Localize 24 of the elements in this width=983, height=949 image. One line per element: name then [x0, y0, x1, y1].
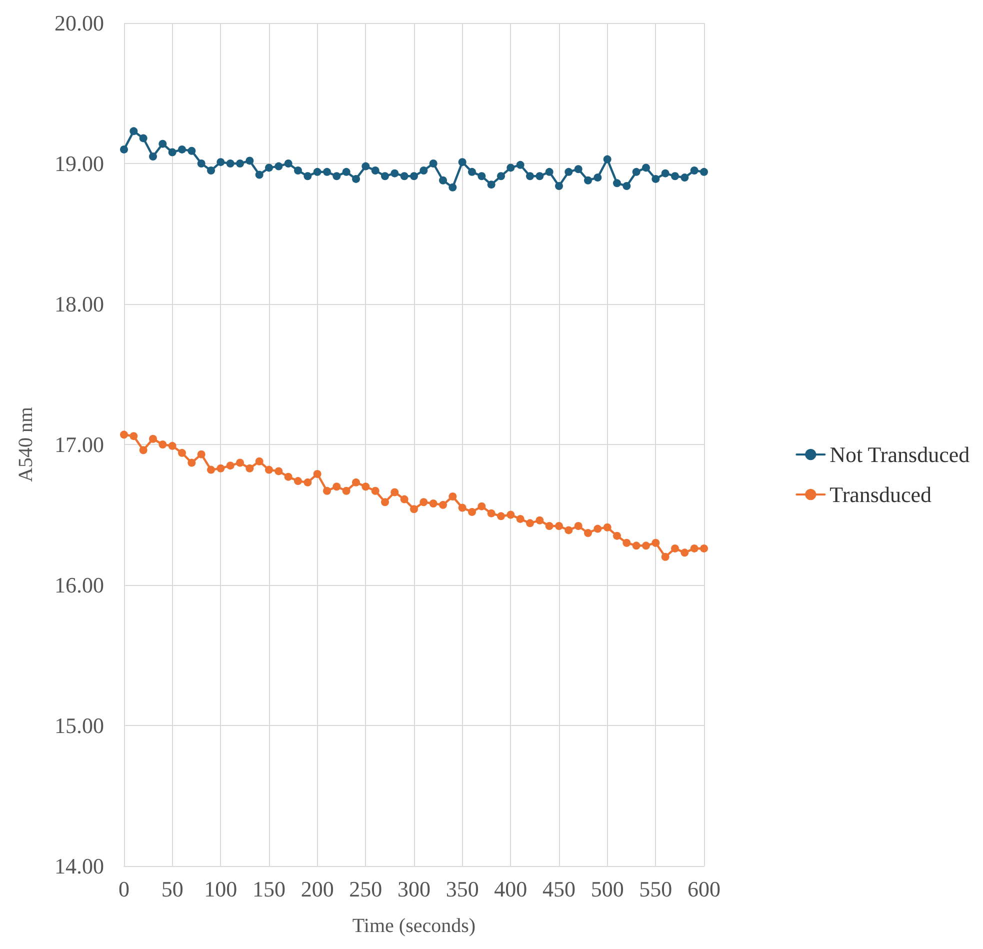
y-tick-label: 17.00	[54, 432, 104, 457]
legend-label: Not Transduced	[830, 442, 970, 467]
y-tick-label: 15.00	[54, 713, 104, 738]
legend-label: Transduced	[830, 482, 932, 507]
x-tick-label: 550	[639, 876, 672, 902]
x-tick-label: 300	[398, 876, 430, 902]
x-axis-title: Time (seconds)	[352, 915, 476, 937]
y-tick-label: 16.00	[54, 572, 104, 598]
y-tick-label: 19.00	[54, 151, 104, 176]
x-tick-label: 150	[252, 876, 286, 902]
x-tick-label: 400	[494, 876, 528, 902]
x-tick-label: 450	[542, 876, 576, 902]
x-tick-label: 100	[204, 876, 238, 902]
y-tick-label: 14.00	[54, 854, 104, 878]
x-tick-label: 0	[118, 876, 130, 902]
y-axis-title: A540 nm	[15, 406, 37, 482]
x-tick-label: 600	[688, 876, 720, 902]
y-tick-label: 18.00	[54, 292, 104, 316]
x-tick-label: 200	[300, 876, 334, 902]
x-tick-label: 350	[446, 876, 479, 902]
x-tick-label: 500	[590, 876, 624, 902]
y-tick-label: 20.00	[54, 10, 104, 36]
x-tick-label: 50	[161, 876, 184, 902]
x-tick-label: 250	[349, 876, 382, 902]
